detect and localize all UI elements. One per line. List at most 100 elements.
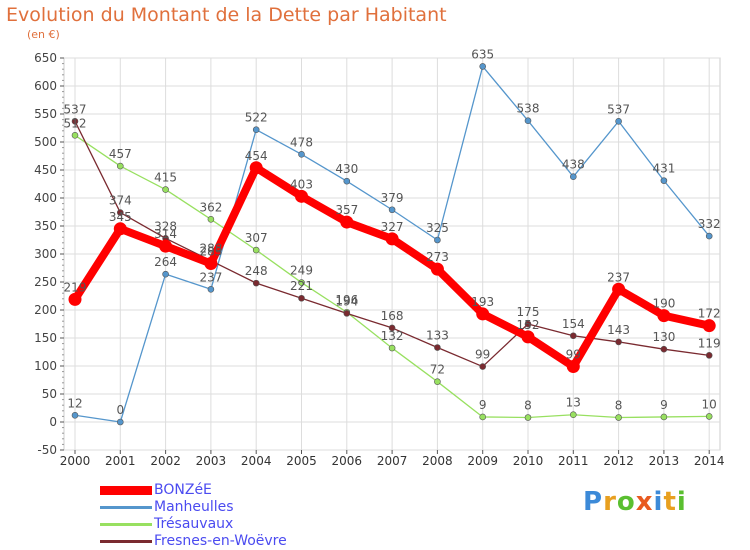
data-label: 325 — [426, 221, 449, 235]
data-label: 8 — [615, 399, 623, 413]
x-tick-label: 2010 — [513, 454, 544, 468]
x-tick-label: 2001 — [105, 454, 136, 468]
data-point — [162, 186, 169, 193]
legend-label: BONZéE — [154, 482, 212, 498]
legend: BONZéE Manheulles Trésauvaux Fresnes-en-Woë… — [100, 482, 400, 550]
y-tick-label: 200 — [34, 303, 57, 317]
data-label: 379 — [381, 191, 404, 205]
data-point — [252, 279, 260, 287]
data-point — [660, 177, 668, 184]
legend-item: BONZéE — [100, 482, 400, 499]
data-label: 537 — [607, 102, 630, 116]
data-point — [705, 352, 713, 359]
data-point — [479, 63, 487, 70]
data-label: 154 — [562, 317, 585, 331]
data-point — [252, 246, 260, 254]
data-point — [657, 309, 671, 323]
data-point — [117, 162, 124, 170]
chart-title: Evolution du Montant de la Dette par Hab… — [6, 4, 447, 26]
legend-label: Fresnes-en-Woëvre — [154, 533, 287, 549]
data-label: 132 — [381, 329, 404, 343]
y-tick-label: -50 — [37, 443, 57, 457]
y-tick-label: 150 — [34, 331, 57, 345]
data-point — [702, 319, 716, 333]
data-label: 430 — [335, 162, 358, 176]
data-label: 248 — [245, 264, 268, 278]
data-label: 221 — [290, 279, 313, 293]
data-point — [479, 413, 487, 421]
data-label: 522 — [245, 111, 268, 125]
x-tick-label: 2007 — [377, 454, 408, 468]
x-tick-label: 2004 — [241, 454, 272, 468]
data-point — [615, 338, 622, 346]
data-point — [434, 344, 441, 351]
data-label: 190 — [652, 297, 675, 311]
x-tick-label: 2005 — [286, 454, 317, 468]
data-label: 273 — [426, 250, 449, 264]
data-label: 10 — [702, 397, 717, 411]
data-point — [476, 307, 490, 321]
data-point — [295, 189, 308, 203]
data-label: 415 — [154, 171, 177, 185]
data-point — [521, 330, 535, 344]
y-tick-label: 50 — [42, 387, 57, 401]
data-label: 8 — [524, 399, 532, 413]
y-tick-label: 650 — [34, 51, 57, 65]
chart-unit: (en €) — [27, 28, 60, 41]
data-point — [343, 310, 351, 317]
x-tick-label: 2013 — [649, 454, 680, 468]
data-point — [569, 411, 577, 419]
data-point — [117, 209, 124, 216]
legend-swatch — [100, 523, 152, 526]
y-tick-label: 400 — [34, 191, 57, 205]
data-label: 454 — [245, 149, 268, 163]
data-point — [343, 177, 351, 185]
y-tick-label: 250 — [34, 275, 57, 289]
data-point — [113, 222, 127, 236]
data-label: 9 — [479, 398, 487, 412]
data-point — [569, 173, 577, 181]
data-label: 219 — [64, 280, 87, 294]
legend-swatch — [100, 506, 152, 509]
data-label: 374 — [109, 194, 132, 208]
data-label: 478 — [290, 135, 313, 149]
data-point — [298, 151, 305, 158]
y-tick-label: 450 — [34, 163, 57, 177]
data-point — [68, 292, 82, 306]
data-point — [430, 262, 444, 276]
data-label: 332 — [698, 217, 721, 231]
x-tick-label: 2014 — [694, 454, 725, 468]
data-label: 0 — [116, 403, 124, 417]
y-tick-label: 100 — [34, 359, 57, 373]
data-point — [207, 285, 215, 293]
legend-swatch — [100, 540, 152, 543]
data-label: 196 — [335, 293, 358, 307]
x-tick-label: 2008 — [422, 454, 453, 468]
data-label: 119 — [698, 336, 721, 350]
data-label: 249 — [290, 264, 313, 278]
logo-letter: o — [616, 487, 636, 517]
data-point — [340, 215, 354, 229]
data-label: 328 — [154, 219, 177, 233]
data-point — [615, 414, 622, 421]
legend-item: Fresnes-en-Woëvre — [100, 533, 400, 550]
x-tick-label: 2003 — [196, 454, 227, 468]
data-label: 538 — [517, 102, 540, 116]
x-tick-label: 2006 — [332, 454, 363, 468]
data-point — [705, 413, 713, 420]
data-point — [204, 257, 218, 271]
y-tick-label: 0 — [49, 415, 57, 429]
logo-letter: i — [676, 487, 687, 517]
data-point — [705, 232, 713, 240]
data-point — [569, 332, 577, 340]
legend-item: Manheulles — [100, 499, 400, 516]
data-label: 362 — [199, 200, 222, 214]
data-point — [298, 279, 305, 286]
data-point — [298, 294, 305, 302]
data-label: 357 — [335, 203, 358, 217]
data-label: 13 — [566, 396, 581, 410]
data-label: 438 — [562, 158, 585, 172]
legend-label: Trésauvaux — [154, 516, 234, 532]
data-label: 143 — [607, 323, 630, 337]
x-tick-label: 2009 — [467, 454, 498, 468]
